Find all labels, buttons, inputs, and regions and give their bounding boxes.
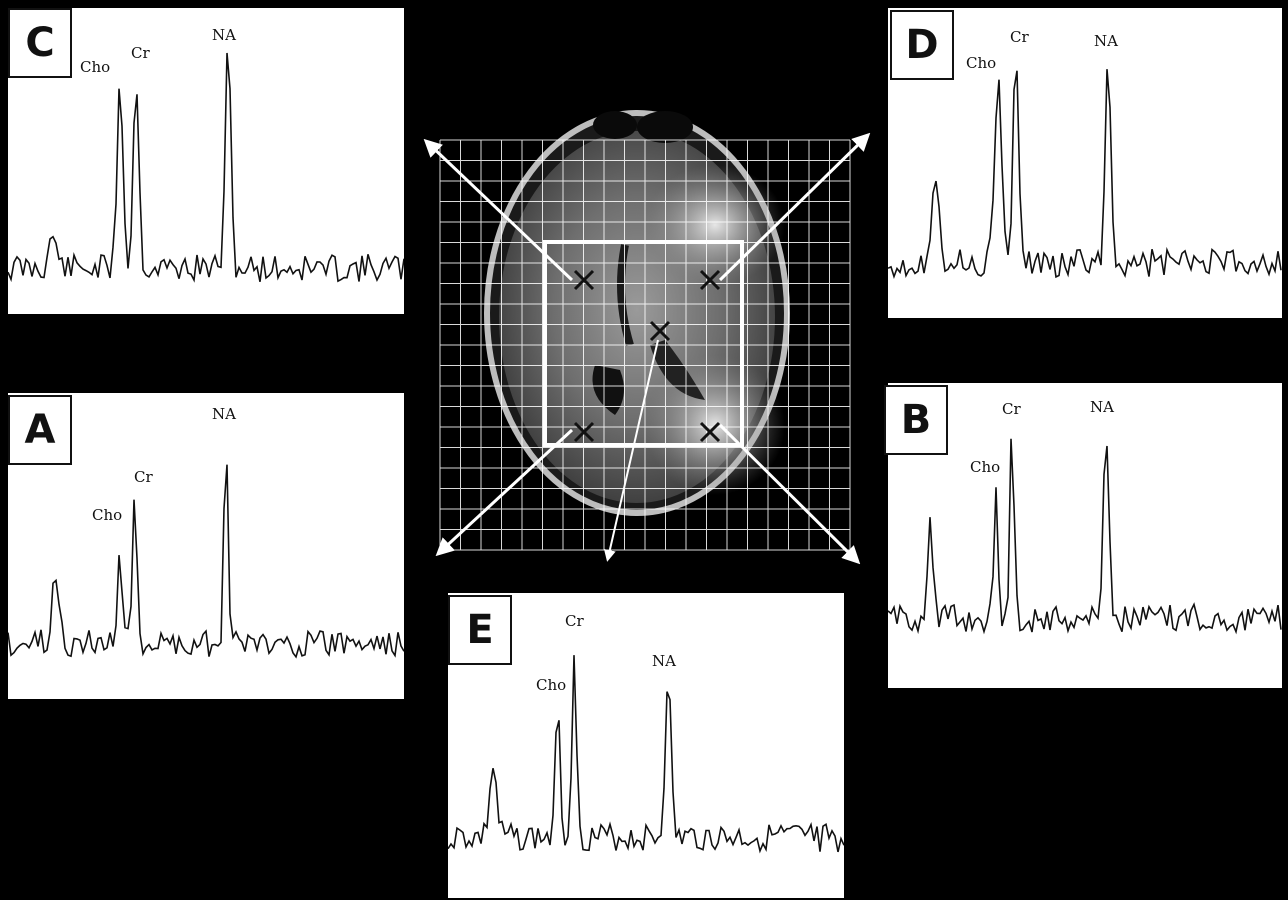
peak-label-cho: Cho (536, 676, 567, 694)
peak-label-cho: Cho (80, 58, 111, 76)
peak-label-na: NA (652, 652, 676, 670)
panel-label-d: D (890, 10, 954, 80)
marker-c (573, 269, 595, 291)
spectrum-panel-b (888, 383, 1282, 688)
peak-label-cr: Cr (134, 468, 153, 486)
peak-label-cr: Cr (565, 612, 584, 630)
spectrum-line (888, 438, 1282, 635)
peak-label-na: NA (1094, 32, 1118, 50)
spectrum-line (448, 655, 844, 854)
mri-brain-image (439, 110, 851, 551)
peak-label-cr: Cr (1002, 400, 1021, 418)
voxel-markers (573, 269, 721, 443)
peak-label-na: NA (212, 26, 236, 44)
marker-e (649, 320, 671, 342)
marker-d (699, 269, 721, 291)
peak-label-cho: Cho (966, 54, 997, 72)
marker-b (699, 421, 721, 443)
peak-label-cho: Cho (970, 458, 1001, 476)
peak-label-cr: Cr (131, 44, 150, 62)
spectrum-trace-a (8, 464, 404, 659)
panel-label-e: E (448, 595, 512, 665)
peak-label-na: NA (212, 405, 236, 423)
spectrum-panel-e (448, 593, 844, 898)
spectrum-trace-e (448, 655, 844, 854)
spectrum-trace-d (888, 69, 1282, 279)
peak-label-cr: Cr (1010, 28, 1029, 46)
spectrum-line (8, 464, 404, 659)
panel-label-a: A (8, 395, 72, 465)
spectrum-line (888, 69, 1282, 279)
spectrum-panel-c (8, 8, 404, 314)
marker-a (573, 421, 595, 443)
spectrum-trace-b (888, 438, 1282, 635)
spectrum-panel-a (8, 393, 404, 699)
panel-label-b: B (884, 385, 948, 455)
panel-label-c: C (8, 8, 72, 78)
peak-label-na: NA (1090, 398, 1114, 416)
peak-label-cho: Cho (92, 506, 123, 524)
spectrum-line (8, 52, 404, 283)
voxel-grid (439, 139, 851, 551)
spectrum-trace-c (8, 52, 404, 283)
